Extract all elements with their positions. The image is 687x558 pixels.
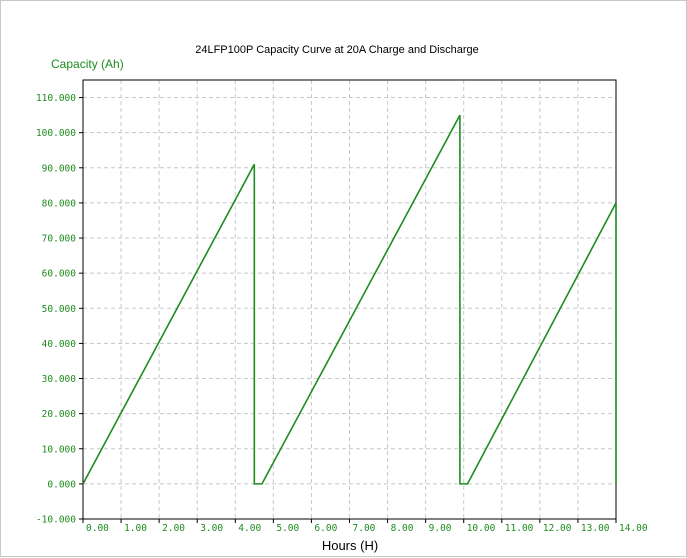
y-tick-label: 10.000 <box>42 444 77 455</box>
x-tick-label: 2.00 <box>162 523 185 534</box>
x-axis-ticks: 0.00 1.00 2.00 3.00 4.00 5.00 6.00 7.00 8.00 9.00… <box>82 519 648 534</box>
y-tick-label: 0.000 <box>47 479 76 490</box>
capacity-series-line <box>82 114 617 485</box>
x-tick-label: 0.00 <box>86 523 109 534</box>
y-tick-label: 40.000 <box>42 339 77 350</box>
x-tick-label: 1.00 <box>124 523 147 534</box>
y-tick-label: 90.000 <box>42 163 77 174</box>
y-tick-label: 30.000 <box>42 374 77 385</box>
x-tick-label: 10.00 <box>467 523 496 534</box>
x-tick-label: 13.00 <box>581 523 610 534</box>
y-tick-label: 50.000 <box>42 304 77 315</box>
x-axis-label: Hours (H) <box>322 538 378 553</box>
x-tick-label: 3.00 <box>200 523 223 534</box>
y-tick-label: 110.000 <box>36 93 76 104</box>
x-tick-label: 12.00 <box>543 523 572 534</box>
y-tick-label: 20.000 <box>42 409 77 420</box>
x-tick-label: 14.00 <box>619 523 648 534</box>
x-tick-label: 6.00 <box>314 523 337 534</box>
y-axis-label: Capacity (Ah) <box>51 57 124 71</box>
x-tick-label: 7.00 <box>353 523 376 534</box>
x-tick-label: 5.00 <box>276 523 299 534</box>
y-tick-label: 100.000 <box>36 128 76 139</box>
y-tick-label: 70.000 <box>42 234 77 245</box>
x-tick-label: 9.00 <box>429 523 452 534</box>
y-tick-label: 60.000 <box>42 269 77 280</box>
grid-lines <box>82 80 617 520</box>
chart-title: 24LFP100P Capacity Curve at 20A Charge a… <box>195 44 479 56</box>
x-tick-label: 8.00 <box>391 523 414 534</box>
y-tick-label: -10.000 <box>36 515 76 526</box>
y-axis-ticks: -10.000 0.000 10.000 20.000 30.000 40.000 50.0… <box>36 93 83 526</box>
y-tick-label: 80.000 <box>42 198 77 209</box>
x-tick-label: 11.00 <box>505 523 534 534</box>
x-tick-label: 4.00 <box>238 523 261 534</box>
